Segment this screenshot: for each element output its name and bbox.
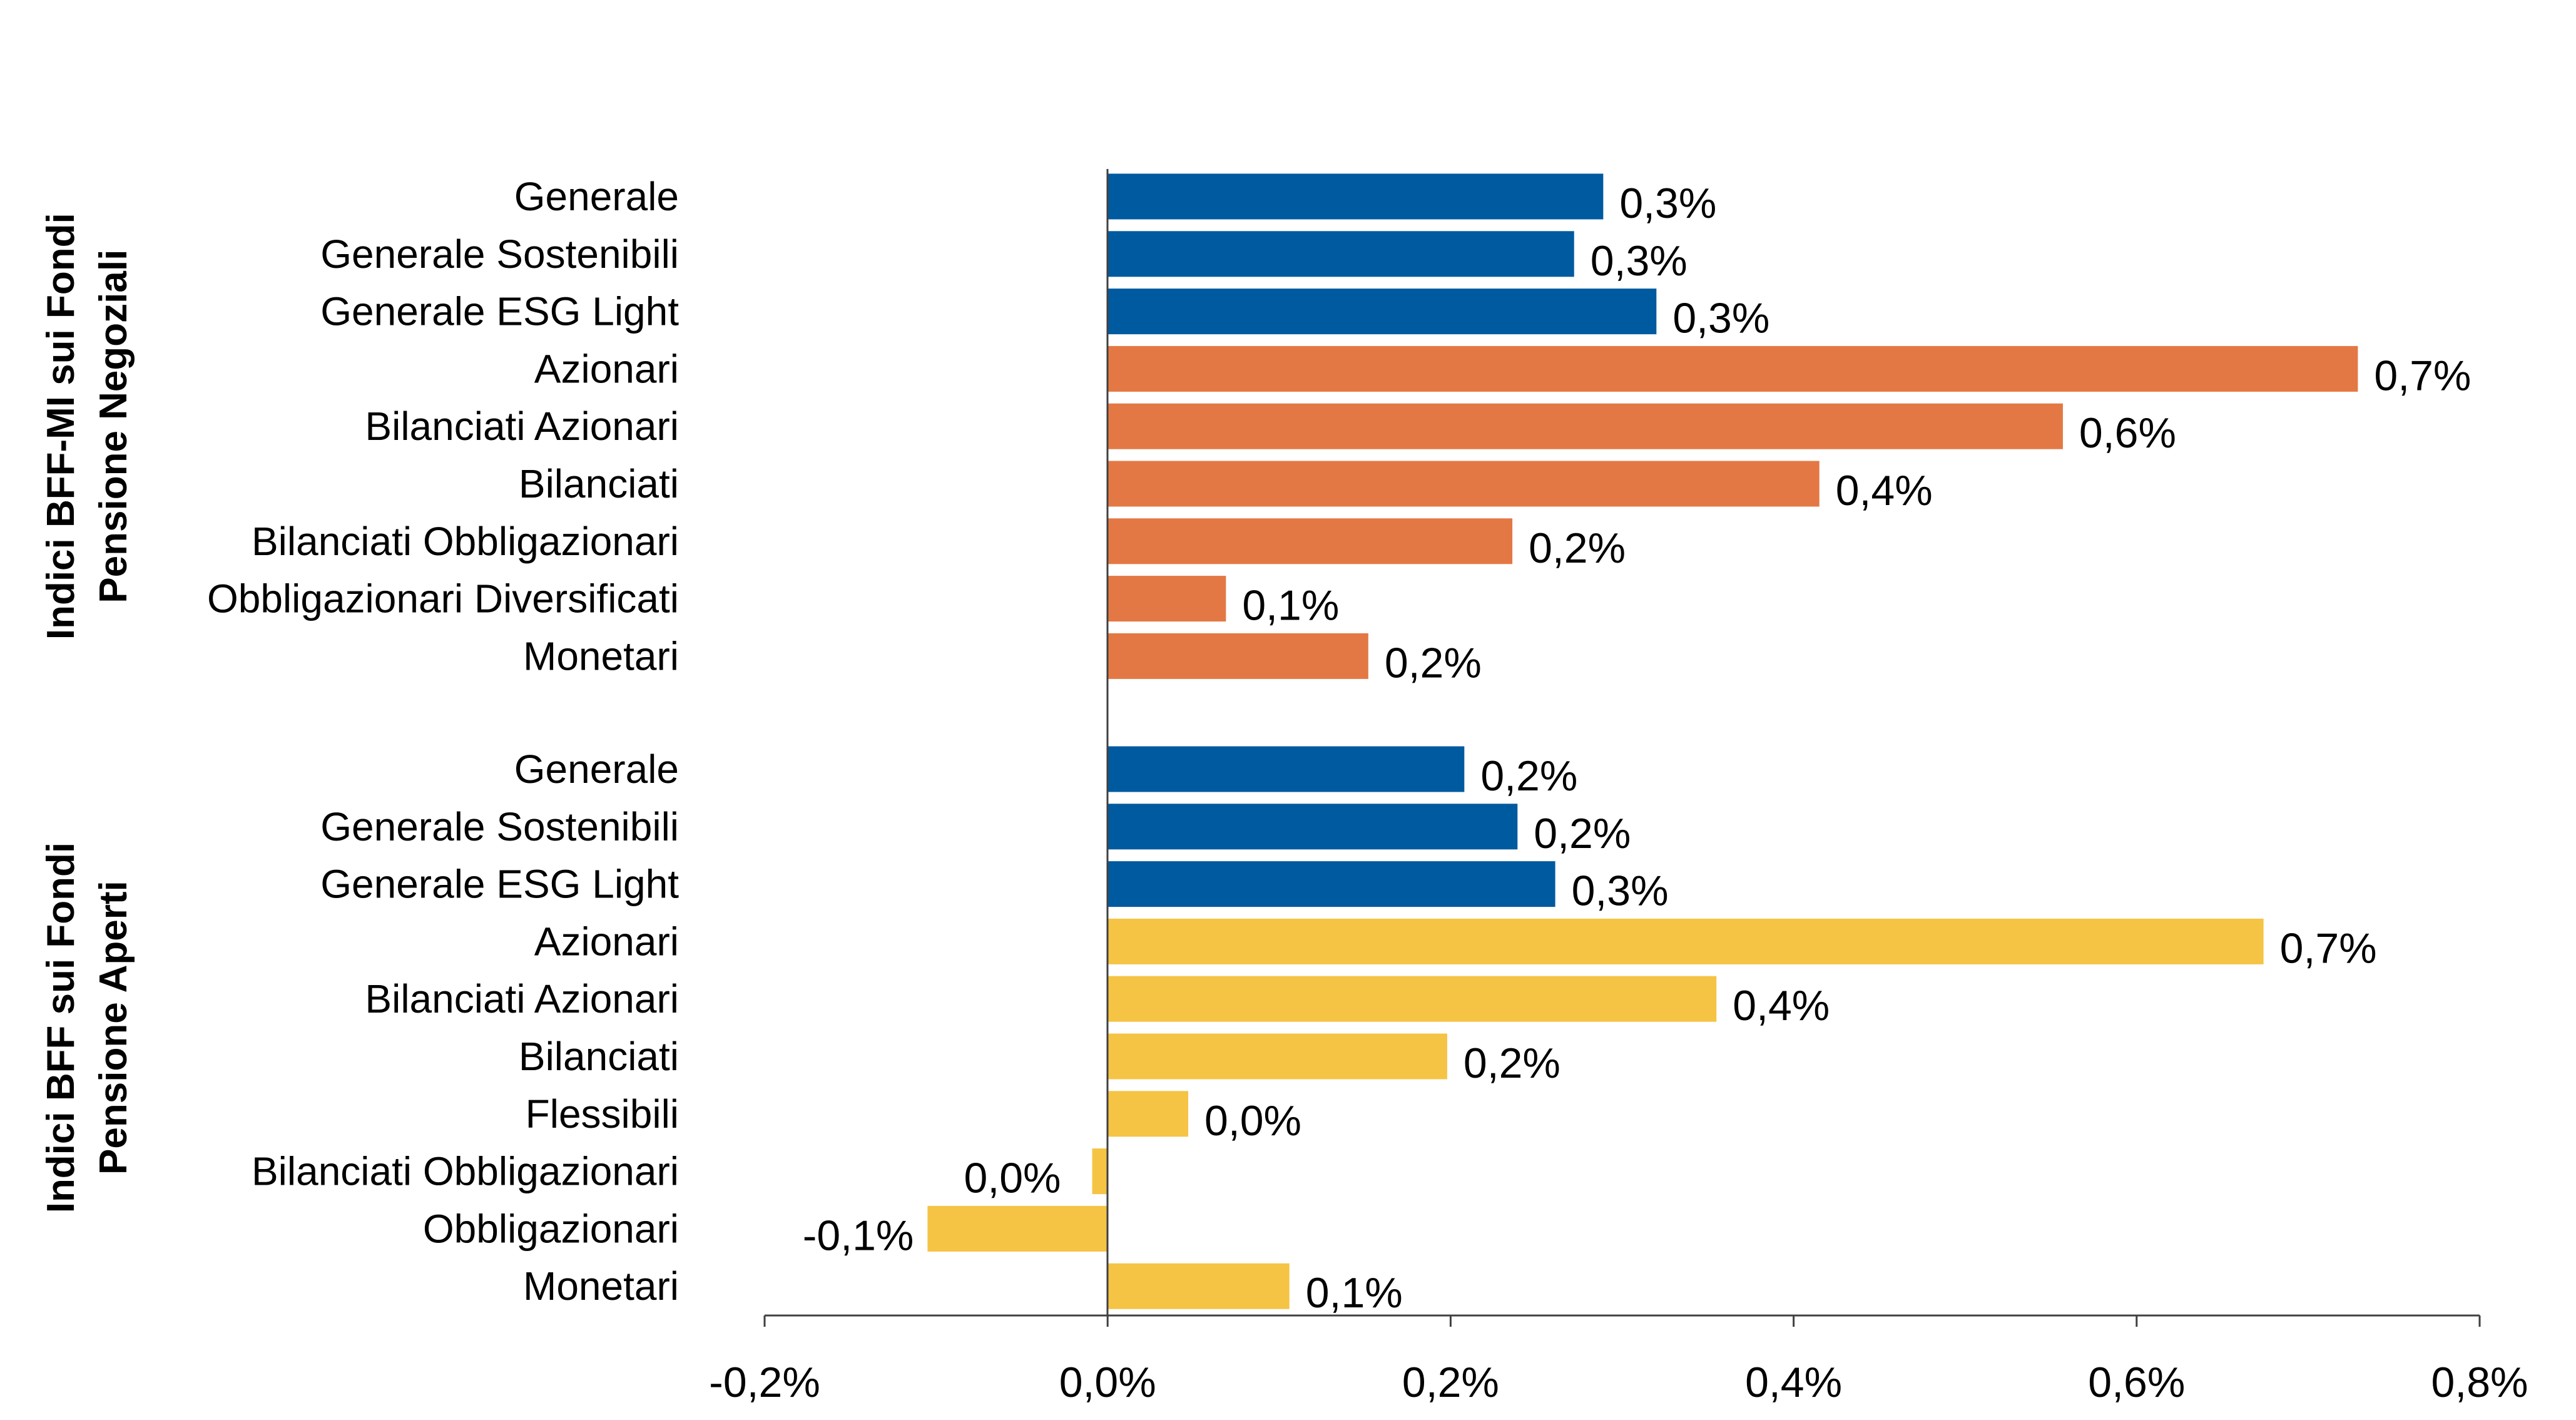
bar-1-3: [1107, 918, 2264, 964]
data-label: 0,0%: [964, 1155, 1061, 1202]
bar-0-5: [1107, 461, 1820, 507]
data-label: 0,4%: [1836, 467, 1933, 514]
category-label: Bilanciati Azionari: [365, 976, 679, 1021]
x-tick-label: -0,2%: [709, 1359, 820, 1406]
category-label: Monetari: [523, 633, 679, 678]
bar-0-0: [1107, 173, 1604, 220]
data-label: 0,3%: [1619, 180, 1716, 227]
data-label: 0,2%: [1480, 752, 1577, 800]
bar-0-6: [1107, 518, 1513, 564]
category-label: Bilanciati Obbligazionari: [252, 1149, 679, 1194]
group-label-line2: Pensione Negoziali: [92, 250, 135, 603]
data-label: 0,2%: [1464, 1039, 1560, 1087]
bar-0-1: [1107, 231, 1574, 277]
category-label: Generale ESG Light: [320, 289, 679, 334]
data-label: 0,1%: [1242, 582, 1339, 630]
bar-0-8: [1107, 633, 1368, 679]
bar-0-2: [1107, 289, 1657, 335]
labels-layer: Generale 0,3% Generale Sostenibili 0,3% Gene…: [39, 174, 2528, 1406]
category-label: Obbligazionari: [423, 1206, 679, 1251]
category-label: Azionari: [534, 919, 679, 964]
data-label: 0,1%: [1306, 1269, 1403, 1317]
data-label: 0,2%: [1529, 524, 1626, 572]
bar-1-8: [927, 1205, 1108, 1252]
data-label: -0,1%: [803, 1212, 914, 1259]
bar-1-0: [1107, 746, 1465, 792]
category-label: Generale: [514, 747, 679, 792]
data-label: 0,7%: [2280, 924, 2377, 972]
axes-layer: [763, 169, 2481, 1327]
category-label: Obbligazionari Diversificati: [207, 576, 679, 621]
bar-1-1: [1107, 804, 1518, 850]
category-label: Generale: [514, 174, 679, 219]
bar-0-7: [1107, 576, 1226, 622]
bar-1-2: [1107, 861, 1555, 907]
data-label: 0,7%: [2374, 352, 2471, 399]
category-label: Bilanciati Obbligazionari: [252, 519, 679, 564]
data-label: 0,2%: [1385, 639, 1482, 687]
bar-1-9: [1107, 1263, 1290, 1309]
data-label: 0,2%: [1534, 810, 1631, 857]
category-label: Flessibili: [526, 1091, 679, 1137]
category-label: Bilanciati: [519, 461, 679, 506]
data-label: 0,6%: [2079, 409, 2176, 457]
category-label: Generale Sostenibili: [320, 232, 679, 277]
data-label: 0,3%: [1591, 237, 1688, 285]
data-label: 0,0%: [1204, 1097, 1301, 1145]
category-label: Bilanciati Azionari: [365, 404, 679, 449]
data-label: 0,4%: [1733, 982, 1830, 1029]
group-label-line1: Indici BFF sui Fondi: [39, 842, 83, 1213]
group-label-0: Indici BFF-MI sui Fondi Pensione Negozial…: [39, 213, 135, 640]
category-label: Generale ESG Light: [320, 862, 679, 907]
bar-1-5: [1107, 1033, 1447, 1080]
bar-1-6: [1107, 1091, 1189, 1137]
bar-0-3: [1107, 345, 2358, 392]
bar-1-4: [1107, 976, 1717, 1022]
x-tick-label: 0,6%: [2088, 1359, 2185, 1406]
category-label: Generale Sostenibili: [320, 804, 679, 849]
data-label: 0,3%: [1672, 295, 1769, 342]
x-tick-label: 0,8%: [2431, 1359, 2528, 1406]
category-label: Bilanciati: [519, 1034, 679, 1079]
group-label-1: Indici BFF sui Fondi Pensione Aperti: [39, 842, 135, 1213]
category-label: Monetari: [523, 1264, 679, 1309]
x-tick-label: 0,2%: [1402, 1359, 1499, 1406]
x-tick-label: 0,4%: [1745, 1359, 1842, 1406]
bar-0-4: [1107, 403, 2063, 449]
x-tick-label: 0,0%: [1059, 1359, 1156, 1406]
data-label: 0,3%: [1572, 867, 1669, 915]
group-label-line2: Pensione Aperti: [92, 881, 135, 1175]
bar-1-7: [1092, 1148, 1108, 1195]
group-label-line1: Indici BFF-MI sui Fondi: [39, 213, 83, 640]
bars-layer: [927, 173, 2358, 1309]
category-label: Azionari: [534, 346, 679, 391]
